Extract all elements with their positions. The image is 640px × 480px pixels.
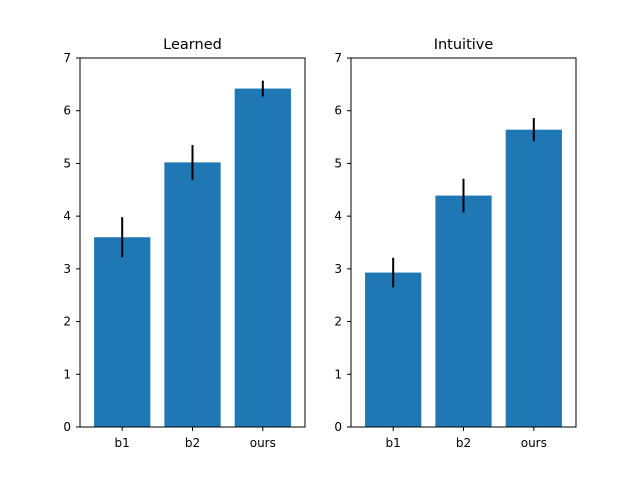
bar-b2 [164, 162, 221, 427]
y-tick-label: 7 [63, 51, 71, 65]
y-tick-label: 2 [334, 315, 342, 329]
y-tick-label: 3 [63, 262, 71, 276]
x-tick-label: ours [521, 436, 547, 450]
x-tick-label: b1 [386, 436, 401, 450]
bar-b1 [365, 272, 422, 427]
y-tick-label: 5 [63, 156, 71, 170]
y-tick-label: 4 [334, 209, 342, 223]
chart-title: Learned [163, 37, 222, 53]
x-tick-label: ours [250, 436, 276, 450]
y-tick-label: 4 [63, 209, 71, 223]
x-tick-label: b1 [115, 436, 130, 450]
bar-b1 [94, 237, 151, 427]
y-tick-label: 2 [63, 315, 71, 329]
subplot-2: 0 1 2 3 4 5 6 7 b1 b2 ours Intuitive [334, 37, 577, 450]
y-tick-label: 3 [334, 262, 342, 276]
y-tick-label: 6 [63, 104, 71, 118]
bar-b2 [435, 195, 492, 427]
y-tick-label: 1 [63, 367, 71, 381]
bar-ours [505, 129, 562, 427]
subplot-1: 0 1 2 3 4 5 6 7 b1 b2 ours Learned [63, 37, 306, 450]
x-tick-label: b2 [185, 436, 200, 450]
chart-title: Intuitive [434, 37, 494, 53]
y-tick-label: 7 [334, 51, 342, 65]
y-tick-label: 1 [334, 367, 342, 381]
x-tick-label: b2 [456, 436, 471, 450]
subplots: 0 1 2 3 4 5 6 7 b1 b2 ours Learned 0 1 2 3 4 5 6 7 b1 b2 ours I… [63, 37, 577, 450]
y-tick-label: 6 [334, 104, 342, 118]
y-tick-label: 0 [334, 420, 342, 434]
bar-ours [234, 88, 291, 427]
y-tick-label: 0 [63, 420, 71, 434]
y-tick-label: 5 [334, 156, 342, 170]
